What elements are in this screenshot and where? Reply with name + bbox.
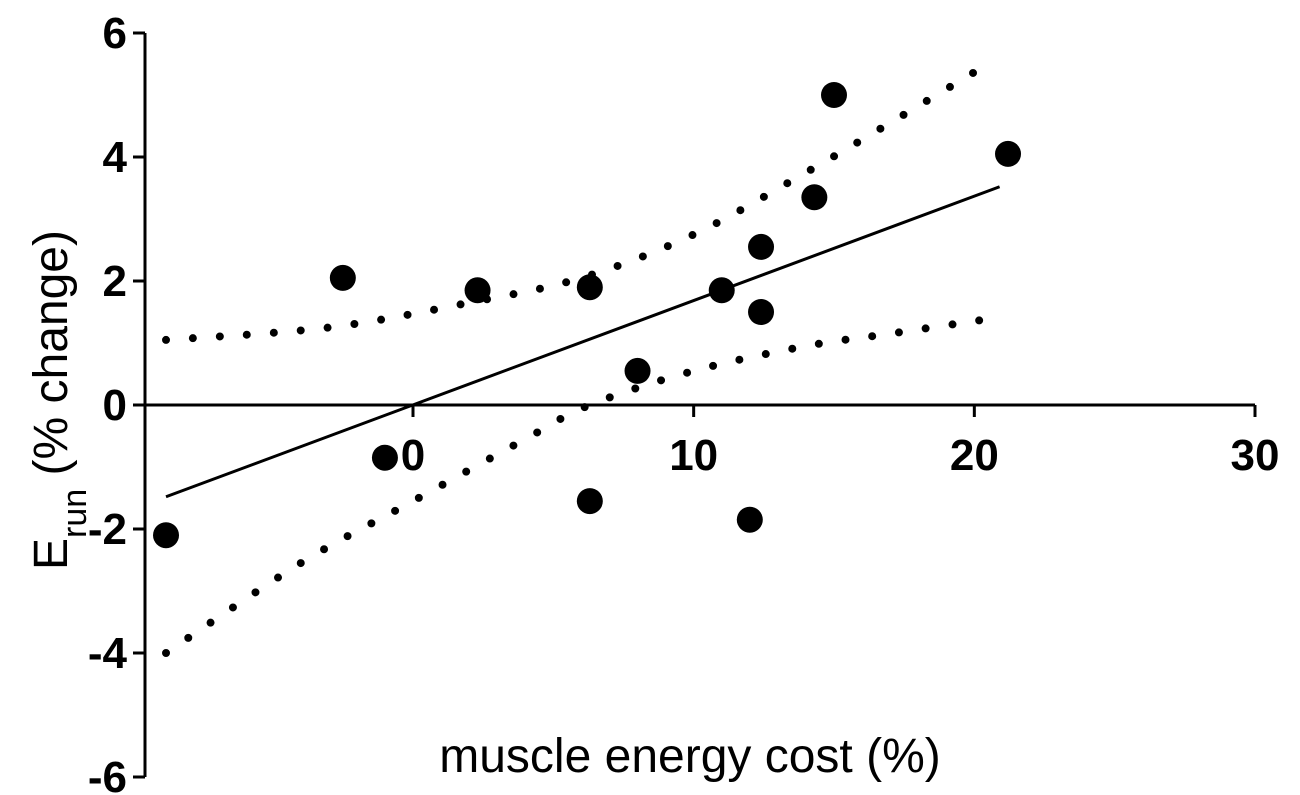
axes [133, 31, 1257, 779]
x-tick-label: 30 [1231, 431, 1280, 480]
y-tick-label: -6 [88, 753, 127, 795]
data-point [153, 522, 180, 549]
regression-line-group [165, 185, 1001, 499]
y-axis-title-rest: (% change) [25, 230, 78, 489]
data-point [708, 277, 735, 304]
y-axis-title: Erun (% change) [25, 230, 94, 570]
data-point [576, 274, 603, 301]
y-tick-label: -2 [88, 505, 127, 554]
data-point [576, 488, 603, 515]
data-point [748, 233, 775, 260]
data-point [801, 184, 828, 211]
y-tick-label: 2 [103, 257, 127, 306]
data-point [464, 277, 491, 304]
y-axis-title-main: E [25, 538, 78, 570]
data-point [624, 357, 651, 384]
data-point [821, 82, 847, 108]
data-point [736, 506, 763, 533]
x-tick-label: 10 [669, 431, 718, 480]
x-tick-label: 20 [950, 431, 999, 480]
lower-confidence-band [162, 314, 998, 657]
regression-line [165, 185, 1001, 499]
y-tick-label: 6 [103, 9, 127, 58]
y-axis-title-subscript: run [56, 489, 94, 538]
upper-confidence-band [162, 63, 987, 344]
confidence-bands [162, 63, 998, 657]
data-point [329, 264, 356, 291]
x-tick-label: 0 [401, 431, 425, 480]
x-axis-title: muscle energy cost (%) [439, 730, 941, 783]
data-points [153, 82, 1022, 549]
y-tick-label: -4 [88, 629, 128, 678]
data-point [748, 299, 775, 325]
y-tick-label: 4 [103, 133, 128, 182]
y-tick-label: 0 [103, 381, 127, 430]
data-point [371, 444, 398, 471]
data-point [995, 140, 1022, 167]
